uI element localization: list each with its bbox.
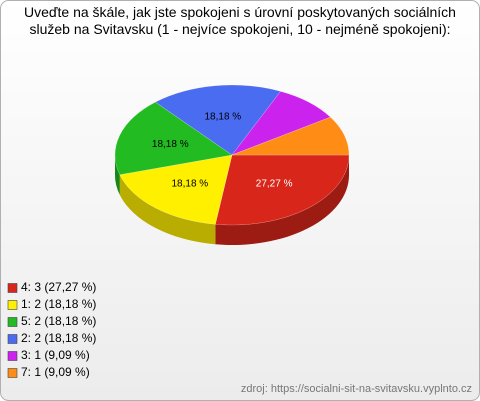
slice-side <box>115 155 120 195</box>
legend-label: 5: 2 (18,18 %) <box>21 314 96 328</box>
slice-side-shade <box>119 174 216 245</box>
legend-swatch <box>7 283 18 293</box>
legend-swatch <box>7 351 18 361</box>
slice <box>231 91 331 156</box>
chart-title: Uveďte na škále, jak jste spokojeni s úr… <box>24 4 456 37</box>
legend-swatch <box>7 300 18 310</box>
slice-side-shade <box>215 155 349 245</box>
legend-swatch <box>7 334 18 344</box>
slice-side-shade <box>115 155 120 195</box>
legend-swatch <box>7 368 18 378</box>
legend-label: 2: 2 (18,18 %) <box>21 331 96 345</box>
legend-swatch <box>7 317 18 327</box>
legend-label: 4: 3 (27,27 %) <box>21 280 96 294</box>
slice-label: 27,27 % <box>256 179 293 190</box>
slice <box>231 116 350 156</box>
slice-side <box>119 174 216 245</box>
slice-side <box>215 155 349 245</box>
slice <box>154 84 282 156</box>
source: zdroj: https://socialni-sit-na-svitavsku… <box>241 383 472 395</box>
slice-label: 18,18 % <box>172 179 209 190</box>
slice <box>215 154 350 226</box>
legend-label: 1: 2 (18,18 %) <box>21 297 96 311</box>
slice <box>119 154 233 225</box>
slice-label: 18,18 % <box>152 139 189 150</box>
slice-label: 18,18 % <box>204 112 241 123</box>
slice <box>114 101 233 175</box>
legend-label: 7: 1 (9,09 %) <box>21 365 90 379</box>
legend-label: 3: 1 (9,09 %) <box>21 348 90 362</box>
